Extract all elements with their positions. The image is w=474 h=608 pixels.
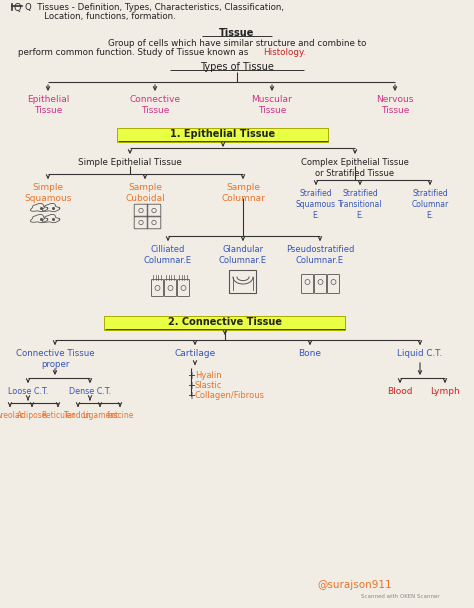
- Text: Tendon: Tendon: [64, 411, 91, 420]
- Text: 2. Connective Tissue: 2. Connective Tissue: [168, 317, 282, 327]
- Text: Ligament: Ligament: [82, 411, 118, 420]
- Text: Stratified
Transitional
E.: Stratified Transitional E.: [338, 189, 382, 220]
- Text: Cartilage: Cartilage: [174, 349, 216, 358]
- Text: Sample
Cuboidal: Sample Cuboidal: [125, 183, 165, 203]
- Text: Nervous
Tissue: Nervous Tissue: [376, 95, 414, 115]
- Text: Lymph: Lymph: [430, 387, 460, 396]
- Text: Epithelial
Tissue: Epithelial Tissue: [27, 95, 69, 115]
- Text: Loose C.T.: Loose C.T.: [8, 387, 48, 396]
- Text: fascine: fascine: [106, 411, 134, 420]
- Text: Stratified
Columnar
E.: Stratified Columnar E.: [411, 189, 448, 220]
- Text: Connective
Tissue: Connective Tissue: [129, 95, 181, 115]
- Text: Types of Tissue: Types of Tissue: [200, 62, 274, 72]
- Text: Bone: Bone: [299, 349, 321, 358]
- Text: Collagen/Fibrous: Collagen/Fibrous: [195, 391, 265, 400]
- Text: Liquid C.T.: Liquid C.T.: [397, 349, 443, 358]
- Text: perform common function. Study of Tissue known as: perform common function. Study of Tissue…: [18, 48, 251, 57]
- Text: Simple
Squamous: Simple Squamous: [24, 183, 72, 203]
- FancyBboxPatch shape: [118, 128, 328, 142]
- Text: Complex Epithelial Tissue
or Stratified Tissue: Complex Epithelial Tissue or Stratified …: [301, 158, 409, 178]
- Text: Cilliated
Columnar.E: Cilliated Columnar.E: [144, 245, 192, 265]
- Text: +: +: [187, 381, 195, 391]
- Text: Straified
Squamous
E.: Straified Squamous E.: [296, 189, 336, 220]
- Text: Connective Tissue
proper: Connective Tissue proper: [16, 349, 94, 369]
- Text: Slastic: Slastic: [195, 381, 222, 390]
- Text: Histology.: Histology.: [263, 48, 306, 57]
- Text: Pseudostratified
Columnar.E: Pseudostratified Columnar.E: [286, 245, 354, 265]
- Text: Glandular
Columnar.E: Glandular Columnar.E: [219, 245, 267, 265]
- Text: Muscular
Tissue: Muscular Tissue: [252, 95, 292, 115]
- Text: Areolar: Areolar: [0, 411, 24, 420]
- Text: Hyalin: Hyalin: [195, 371, 222, 380]
- FancyBboxPatch shape: [104, 316, 346, 330]
- Text: Simple Epithelial Tissue: Simple Epithelial Tissue: [78, 158, 182, 167]
- Text: Group of cells which have similar structure and combine to: Group of cells which have similar struct…: [108, 39, 366, 48]
- Text: Adipose: Adipose: [17, 411, 47, 420]
- Text: @surajson911: @surajson911: [318, 580, 392, 590]
- Text: Scanned with OKEN Scanner: Scanned with OKEN Scanner: [361, 594, 439, 599]
- Text: Location, functions, formation.: Location, functions, formation.: [25, 12, 176, 21]
- Text: Blood: Blood: [387, 387, 413, 396]
- Text: +: +: [187, 391, 195, 401]
- Text: Tissue: Tissue: [219, 28, 255, 38]
- Text: +: +: [187, 371, 195, 381]
- Text: Reticular: Reticular: [41, 411, 75, 420]
- Text: 1. Epithelial Tissue: 1. Epithelial Tissue: [171, 129, 275, 139]
- Text: Q: Q: [14, 3, 22, 13]
- Text: Q  Tissues - Definition, Types, Characteristics, Classification,: Q Tissues - Definition, Types, Character…: [25, 3, 284, 12]
- Text: Sample
Columnar: Sample Columnar: [221, 183, 265, 203]
- Text: Dense C.T.: Dense C.T.: [69, 387, 111, 396]
